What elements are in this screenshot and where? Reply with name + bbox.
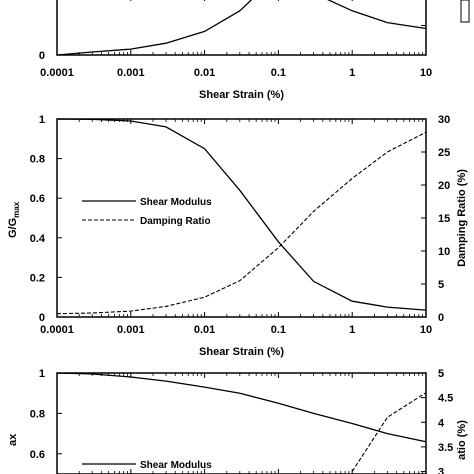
y-left-axis-title: ax [7,433,19,446]
legend-label-damping-ratio: Damping Ratio [140,216,211,227]
y-left-axis-title: G/Gmax [7,201,21,238]
legend-label-shear-modulus: Shear Modulus [140,460,212,471]
y-right-tick-label: 3.5 [438,442,453,454]
y-right-tick-label: 4.5 [438,393,453,405]
chart-panel-bottom: 0.6 0.8 1 3 3.5 4 4.5 5 ax atio (%) Shear Modulus [7,368,468,474]
y-right-axis-title: Damping Ratio (%) [456,169,468,267]
series-line-shear-modulus [56,372,427,443]
y-left-tick-label: 0.2 [30,272,45,284]
y-left-title-sub: max [12,201,21,218]
x-tick-label: 0.001 [117,324,145,336]
y-left-tick-label: 0.2 [30,0,45,3]
x-tick-label: 1 [349,324,355,336]
y-left-tick-label: 0.6 [30,449,45,461]
chart-panel-top: 0.0001 0.001 0.01 0.1 1 10 Shear Strain (%) 0 0.… [30,0,470,101]
y-left-tick-label: 1 [39,368,45,380]
y-right-tick-label: 15 [438,213,450,225]
x-tick-label: 0.01 [194,67,215,79]
series-line-unlabeled [351,392,427,472]
x-axis-title: Shear Strain (%) [199,89,284,101]
y-right-tick-label: 25 [438,147,450,159]
y-right-tick-label: 5 [438,279,444,291]
y-right-tick-label: 3 [438,467,444,474]
y-left-tick-label: 0.4 [30,233,46,245]
series-line-unlabeled [56,0,427,56]
y-left-tick-label: 1 [39,114,45,126]
y-right-tick-label: 10 [438,246,450,258]
series-line-shear-modulus [56,118,427,311]
y-left-title-main: G/G [7,218,19,238]
x-tick-label: 10 [420,324,432,336]
series-line-damping-ratio [56,131,427,315]
y-left-tick-label: 0.8 [30,408,45,420]
x-tick-label: 10 [420,67,432,79]
y-left-tick-label: 0 [39,50,45,62]
x-tick-label: 0.001 [117,67,145,79]
x-tick-label: 0.0001 [40,324,74,336]
plot-frame [56,372,427,474]
y-right-tick-label: 5 [438,368,444,380]
y-right-tick-label: 30 [438,114,450,126]
y-left-tick-label: 0.8 [30,154,45,166]
y-right-tick-label: 4 [438,417,445,429]
x-tick-label: 0.1 [271,324,286,336]
x-tick-label: 0.0001 [40,67,74,79]
y-right-axis-title: atio (%) [456,420,468,460]
x-axis-title: Shear Strain (%) [199,346,284,358]
y-left-tick-label: 0 [39,312,45,324]
y-left-tick-label: 0.6 [30,193,45,205]
plot-frame [56,0,427,56]
legend-label-shear-modulus: Shear Modulus [140,197,212,208]
y-right-tick-label: 0 [438,312,444,324]
right-axis-title-fragment [460,0,470,23]
x-tick-label: 0.1 [271,67,286,79]
plot-frame [56,118,427,318]
x-tick-label: 0.01 [194,324,215,336]
y-right-tick-label: 20 [438,180,450,192]
x-tick-label: 1 [349,67,355,79]
